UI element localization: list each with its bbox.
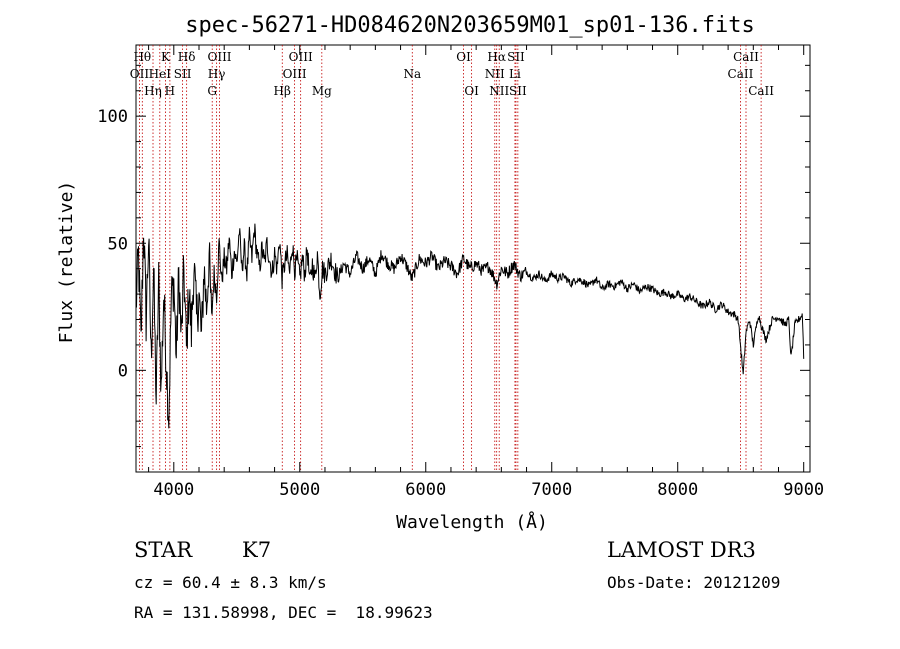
x-tick-label: 8000: [657, 480, 698, 500]
y-axis-ticks: 0 50 100: [97, 64, 810, 448]
line-label-sii-6731: SII: [509, 84, 527, 98]
line-label-hdelta: Hδ: [178, 50, 196, 64]
line-label-h: H: [165, 84, 175, 98]
x-tick-label: 5000: [279, 480, 320, 500]
redshift-cz: cz = 60.4 ± 8.3 km/s: [134, 573, 327, 592]
line-label-heta: Hη: [144, 84, 162, 98]
line-label-htheta: Hθ: [133, 50, 151, 64]
coordinates: RA = 131.58998, DEC = 18.99623: [134, 603, 433, 622]
chart-title: spec-56271-HD084620N203659M01_sp01-136.f…: [185, 13, 755, 38]
object-subclass: K7: [242, 538, 272, 562]
line-label-oi-6364: OI: [464, 84, 479, 98]
x-tick-label: 7000: [531, 480, 572, 500]
plot-frame: [135, 44, 811, 473]
survey-name: LAMOST DR3: [607, 538, 756, 562]
line-label-li: Li: [509, 67, 521, 81]
flux-series-line: [135, 223, 805, 429]
line-label-caii-8542: CaII: [733, 50, 759, 64]
line-label-hbeta: Hβ: [274, 84, 291, 98]
line-label-hgamma: Hγ: [208, 67, 226, 81]
x-tick-label: 4000: [153, 480, 194, 500]
x-tick-label: 6000: [405, 480, 446, 500]
emission-line-labels: OII Hθ Hη HeI K H SII Hδ G Hγ OIII Hβ OIII OIII Mg Na OI…: [130, 50, 775, 98]
y-tick-label: 0: [118, 361, 128, 381]
line-label-oi-6300: OI: [456, 50, 471, 64]
line-label-oiii-4959: OIII: [283, 67, 307, 81]
spectrum-chart: spec-56271-HD084620N203659M01_sp01-136.f…: [56, 13, 824, 533]
line-label-nii-6583: NII: [489, 84, 509, 98]
line-label-g: G: [207, 84, 217, 98]
x-axis-label: Wavelength (Å): [396, 511, 548, 533]
line-label-na: Na: [403, 67, 421, 81]
x-axis-ticks: 4000 5000 6000 7000 8000 9000: [148, 45, 824, 500]
line-label-nii-6548: NII: [485, 67, 505, 81]
line-label-hei: HeI: [149, 67, 172, 81]
observation-date: Obs-Date: 20121209: [607, 573, 781, 592]
line-label-oiii-4363: OIII: [207, 50, 231, 64]
line-label-oii: OII: [130, 67, 150, 81]
line-label-caii-8662: CaII: [748, 84, 774, 98]
line-label-halpha: Hα: [487, 50, 506, 64]
y-axis-label: Flux (relative): [56, 181, 77, 344]
x-tick-label: 9000: [783, 480, 824, 500]
line-label-sii-6716: SII: [507, 50, 525, 64]
line-label-k: K: [161, 50, 171, 64]
line-label-mg: Mg: [312, 84, 332, 98]
line-label-sii: SII: [174, 67, 192, 81]
line-label-oiii-5007: OIII: [289, 50, 313, 64]
object-class: STAR: [134, 538, 193, 562]
line-label-caii-8498: CaII: [728, 67, 754, 81]
y-tick-label: 100: [97, 107, 128, 127]
y-tick-label: 50: [108, 234, 128, 254]
